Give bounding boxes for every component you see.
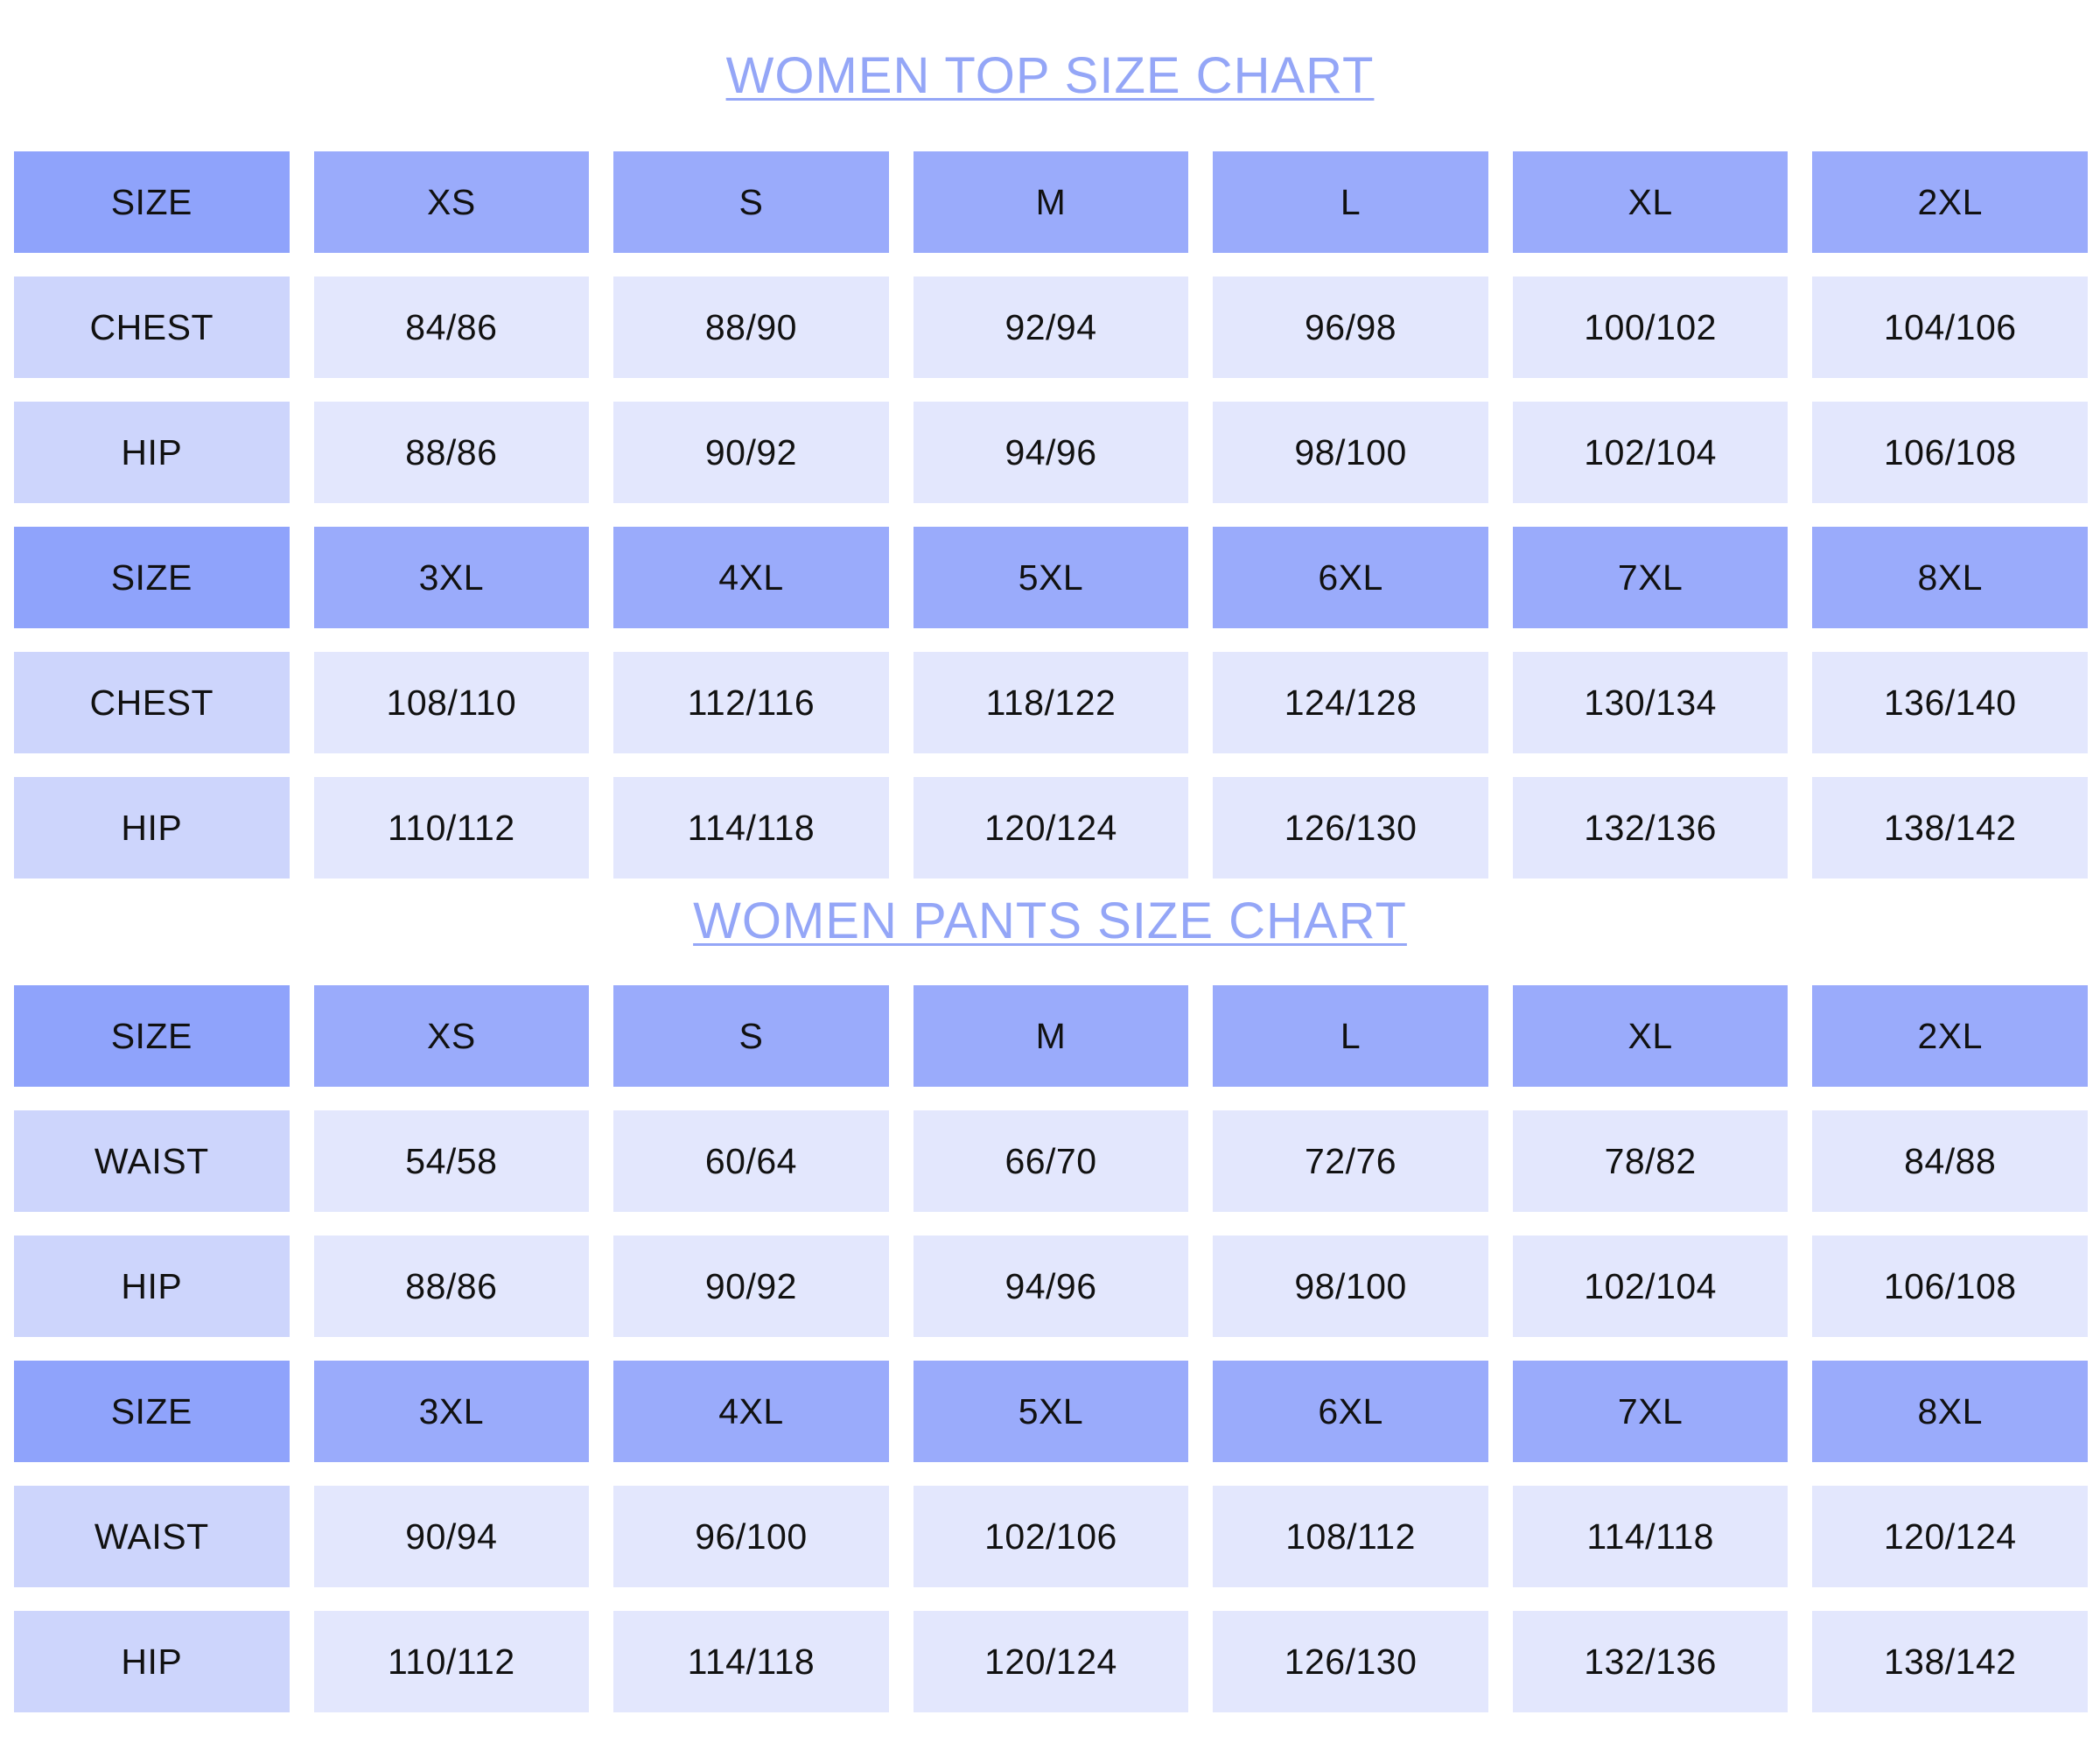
top-size-chart-title: WOMEN TOP SIZE CHART — [725, 47, 1375, 104]
measurement-label: CHEST — [14, 276, 290, 378]
size-header-label: SIZE — [14, 985, 290, 1087]
measurement-label: HIP — [14, 777, 290, 878]
measurement-value: 114/118 — [1512, 1486, 1788, 1587]
measurement-value: 126/130 — [1213, 1611, 1488, 1712]
pants-size-table: SIZE XS S M L XL 2XL WAIST 54/58 60/64 66/70 72/76 7… — [14, 985, 2088, 1712]
measurement-value: 114/118 — [613, 777, 889, 878]
size-header-cell: XS — [313, 985, 590, 1087]
size-header-cell: 7XL — [1512, 1361, 1788, 1462]
pants-size-chart-title: WOMEN PANTS SIZE CHART — [693, 892, 1407, 949]
size-header-cell: S — [613, 151, 889, 253]
size-header-label: SIZE — [14, 151, 290, 253]
size-header-cell: XL — [1512, 985, 1788, 1087]
measurement-value: 118/122 — [913, 652, 1189, 753]
measurement-value: 120/124 — [1812, 1486, 2088, 1587]
measurement-value: 106/108 — [1812, 402, 2088, 503]
size-header-cell: L — [1213, 151, 1488, 253]
measurement-value: 100/102 — [1512, 276, 1788, 378]
measurement-label: HIP — [14, 1611, 290, 1712]
size-header-cell: M — [913, 985, 1189, 1087]
size-header-cell: 8XL — [1812, 527, 2088, 628]
measurement-value: 132/136 — [1512, 777, 1788, 878]
measurement-value: 88/86 — [313, 1236, 590, 1337]
measurement-value: 90/92 — [613, 402, 889, 503]
measurement-value: 108/110 — [313, 652, 590, 753]
measurement-value: 96/98 — [1213, 276, 1488, 378]
size-header-cell: S — [613, 985, 889, 1087]
size-header-cell: 6XL — [1213, 1361, 1488, 1462]
measurement-value: 72/76 — [1213, 1110, 1488, 1212]
size-header-label: SIZE — [14, 1361, 290, 1462]
measurement-value: 88/90 — [613, 276, 889, 378]
size-header-cell: 4XL — [613, 1361, 889, 1462]
measurement-label: WAIST — [14, 1486, 290, 1587]
measurement-value: 112/116 — [613, 652, 889, 753]
measurement-value: 132/136 — [1512, 1611, 1788, 1712]
size-header-cell: M — [913, 151, 1189, 253]
measurement-value: 98/100 — [1213, 402, 1488, 503]
size-header-cell: 3XL — [313, 1361, 590, 1462]
measurement-label: HIP — [14, 1236, 290, 1337]
measurement-value: 78/82 — [1512, 1110, 1788, 1212]
measurement-value: 102/106 — [913, 1486, 1189, 1587]
measurement-value: 84/88 — [1812, 1110, 2088, 1212]
measurement-value: 108/112 — [1213, 1486, 1488, 1587]
measurement-value: 110/112 — [313, 1611, 590, 1712]
measurement-value: 66/70 — [913, 1110, 1189, 1212]
top-size-table: SIZE XS S M L XL 2XL CHEST 84/86 88/90 92/94 96/98 1… — [14, 151, 2088, 878]
measurement-value: 114/118 — [613, 1611, 889, 1712]
size-header-cell: L — [1213, 985, 1488, 1087]
measurement-label: WAIST — [14, 1110, 290, 1212]
measurement-label: HIP — [14, 402, 290, 503]
measurement-value: 60/64 — [613, 1110, 889, 1212]
measurement-value: 102/104 — [1512, 402, 1788, 503]
size-header-cell: 3XL — [313, 527, 590, 628]
measurement-value: 106/108 — [1812, 1236, 2088, 1337]
measurement-value: 138/142 — [1812, 1611, 2088, 1712]
size-header-cell: 5XL — [913, 527, 1189, 628]
measurement-value: 102/104 — [1512, 1236, 1788, 1337]
measurement-value: 84/86 — [313, 276, 590, 378]
measurement-value: 92/94 — [913, 276, 1189, 378]
measurement-value: 126/130 — [1213, 777, 1488, 878]
size-header-cell: 6XL — [1213, 527, 1488, 628]
measurement-value: 88/86 — [313, 402, 590, 503]
measurement-value: 98/100 — [1213, 1236, 1488, 1337]
size-header-cell: XL — [1512, 151, 1788, 253]
measurement-value: 54/58 — [313, 1110, 590, 1212]
size-header-cell: XS — [313, 151, 590, 253]
measurement-value: 124/128 — [1213, 652, 1488, 753]
size-header-cell: 7XL — [1512, 527, 1788, 628]
measurement-value: 94/96 — [913, 1236, 1189, 1337]
measurement-label: CHEST — [14, 652, 290, 753]
measurement-value: 120/124 — [913, 777, 1189, 878]
measurement-value: 104/106 — [1812, 276, 2088, 378]
size-header-cell: 5XL — [913, 1361, 1189, 1462]
measurement-value: 94/96 — [913, 402, 1189, 503]
size-header-cell: 2XL — [1812, 151, 2088, 253]
measurement-value: 130/134 — [1512, 652, 1788, 753]
measurement-value: 90/92 — [613, 1236, 889, 1337]
measurement-value: 120/124 — [913, 1611, 1189, 1712]
size-header-cell: 8XL — [1812, 1361, 2088, 1462]
measurement-value: 90/94 — [313, 1486, 590, 1587]
measurement-value: 96/100 — [613, 1486, 889, 1587]
size-header-label: SIZE — [14, 527, 290, 628]
measurement-value: 138/142 — [1812, 777, 2088, 878]
measurement-value: 110/112 — [313, 777, 590, 878]
size-header-cell: 2XL — [1812, 985, 2088, 1087]
size-header-cell: 4XL — [613, 527, 889, 628]
measurement-value: 136/140 — [1812, 652, 2088, 753]
